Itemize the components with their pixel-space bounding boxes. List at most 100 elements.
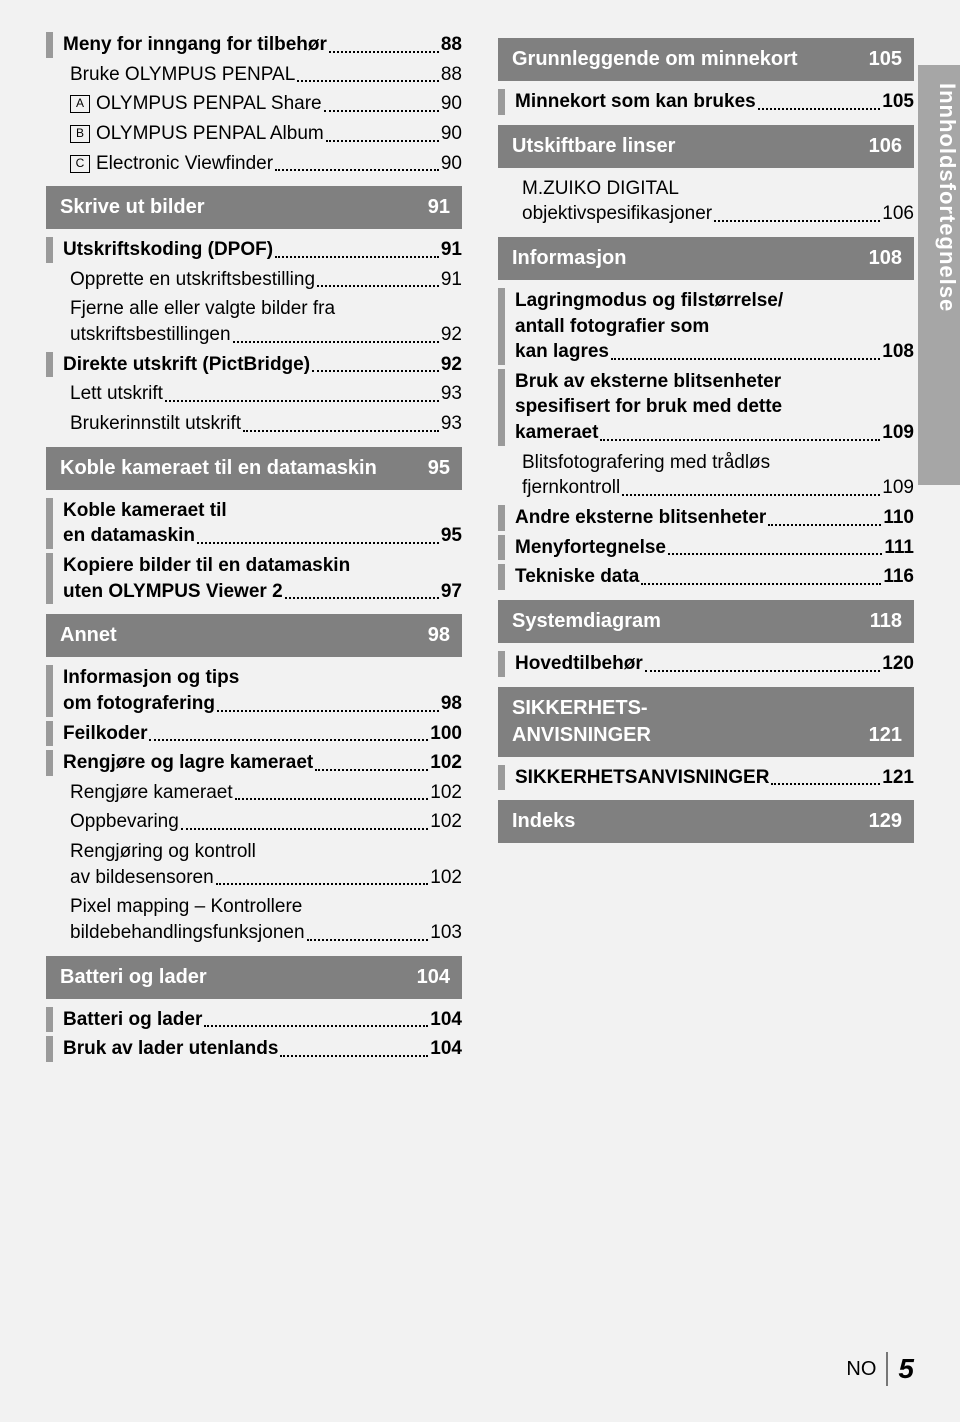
toc-subentry: AOLYMPUS PENPAL Share90 [46,91,462,117]
entry-marker-bar [46,32,53,58]
toc-leader [280,1055,428,1057]
toc-leader [668,553,882,555]
toc-entry: Hovedtilbehør120 [498,651,914,677]
section-page: 104 [417,964,450,991]
footer-divider [886,1352,888,1386]
toc-leader [326,140,439,142]
section-page: 105 [869,46,902,73]
toc-section-heading: Batteri og lader 104 [46,956,462,999]
toc-subentry: M.ZUIKO DIGITALobjektivspesifikasjoner10… [498,176,914,227]
entry-page: 95 [441,523,462,549]
entry-page: 88 [441,32,462,58]
toc-entry: Bruk av eksterne blitsenheterspesifisert… [498,369,914,446]
entry-label: Opprette en utskriftsbestilling [70,267,315,293]
entry-page: 91 [441,237,462,263]
toc-subentry: Blitsfotografering med trådløsfjernkontr… [498,450,914,501]
entry-page: 102 [430,809,462,835]
section-page: 108 [869,245,902,272]
entry-label: Rengjøring og kontroll [70,839,256,865]
toc-leader [217,710,439,712]
toc-section-heading: SIKKERHETS-ANVISNINGER121 [498,687,914,757]
entry-label: objektivspesifikasjoner [522,201,712,227]
toc-subentry: Bruke OLYMPUS PENPAL88 [46,62,462,88]
toc-entry: Tekniske data116 [498,564,914,590]
toc-column-left: Meny for inngang for tilbehør 88 Bruke OLY… [46,28,462,1422]
toc-leader [645,670,881,672]
toc-leader [312,370,439,372]
toc-subentry: Opprette en utskriftsbestilling 91 [46,267,462,293]
toc-leader [329,51,439,53]
toc-section-heading: Indeks 129 [498,800,914,843]
toc-leader [285,597,439,599]
entry-label: kan lagres [515,339,609,365]
footer-page-number: 5 [898,1353,914,1385]
entry-label: bildebehandlingsfunksjonen [70,920,305,946]
section-page: 118 [870,608,902,635]
toc-entry: Informasjon og tipsom fotografering98 [46,665,462,716]
entry-label: Lagringmodus og filstørrelse/ [515,288,783,314]
entry-label: BOLYMPUS PENPAL Album [70,121,324,147]
entry-label: av bildesensoren [70,865,214,891]
entry-label: Meny for inngang for tilbehør [63,32,327,58]
entry-page: 103 [430,920,462,946]
entry-label: Lett utskrift [70,381,163,407]
entry-marker-bar [46,352,53,378]
section-page: 129 [869,808,902,835]
entry-label: M.ZUIKO DIGITAL [522,176,679,202]
section-page: 121 [869,722,902,749]
entry-marker-bar [46,1036,53,1062]
toc-subentry: Rengjøring og kontrollav bildesensoren 10… [46,839,462,890]
entry-marker-bar [498,369,505,446]
entry-page: 98 [441,691,462,717]
entry-marker-bar [498,765,505,791]
entry-label: fjernkontroll [522,475,620,501]
toc-section-heading: Systemdiagram118 [498,600,914,643]
toc-entry: Meny for inngang for tilbehør 88 [46,32,462,58]
entry-page: 104 [430,1036,462,1062]
section-title: Batteri og lader [60,964,207,991]
toc-entry: Batteri og lader104 [46,1007,462,1033]
entry-page: 91 [441,267,462,293]
section-title: Indeks [512,808,575,835]
entry-label: Andre eksterne blitsenheter [515,505,766,531]
entry-label: Bruk av eksterne blitsenheter [515,369,781,395]
entry-page: 102 [430,865,462,891]
toc-leader [307,939,429,941]
entry-marker-bar [46,498,53,549]
entry-label: Oppbevaring [70,809,179,835]
toc-section-heading: Skrive ut bilder91 [46,186,462,229]
toc-subentry: Brukerinnstilt utskrift93 [46,411,462,437]
section-title: Skrive ut bilder [60,194,205,221]
side-tab-label: Innholdsfortegnelse [918,65,960,485]
toc-subentry: Oppbevaring 102 [46,809,462,835]
entry-page: 104 [430,1007,462,1033]
entry-label: Feilkoder [63,721,147,747]
toc-leader [622,494,880,496]
entry-page: 111 [884,535,914,561]
entry-marker-bar [498,505,505,531]
entry-page: 93 [441,411,462,437]
toc-section-heading: Koble kameraet til en datamaskin95 [46,447,462,490]
entry-marker-bar [46,721,53,747]
entry-page: 102 [430,750,462,776]
entry-page: 92 [441,322,462,348]
toc-subentry: CElectronic Viewfinder90 [46,151,462,177]
toc-leader [235,798,429,800]
entry-label: om fotografering [63,691,215,717]
entry-marker-bar [498,651,505,677]
toc-subentry: Lett utskrift93 [46,381,462,407]
entry-label: Minnekort som kan brukes [515,89,756,115]
toc-entry: Minnekort som kan brukes105 [498,89,914,115]
entry-label: Direkte utskrift (PictBridge) [63,352,310,378]
entry-label: CElectronic Viewfinder [70,151,273,177]
entry-page: 97 [441,579,462,605]
toc-leader [233,341,439,343]
toc-entry: Kopiere bilder til en datamaskinuten OLY… [46,553,462,604]
toc-leader [275,169,439,171]
toc-leader [165,400,439,402]
entry-marker-bar [498,89,505,115]
toc-entry: Utskriftskoding (DPOF)91 [46,237,462,263]
entry-label: Tekniske data [515,564,639,590]
toc-column-right: Grunnleggende om minnekort105Minnekort s… [498,28,914,1422]
entry-label: AOLYMPUS PENPAL Share [70,91,322,117]
